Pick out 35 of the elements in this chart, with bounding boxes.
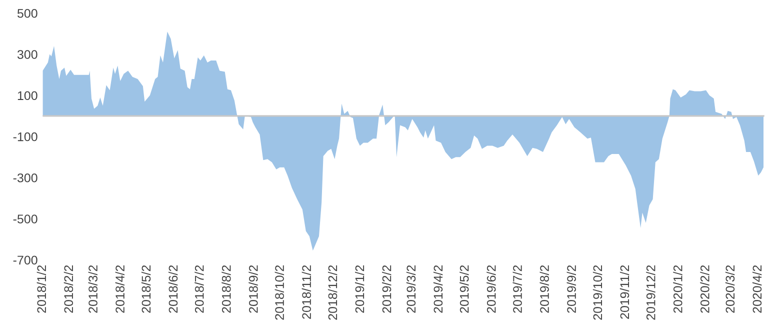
x-tick-label: 2018/9/2 bbox=[248, 265, 258, 313]
x-tick-label: 2019/5/2 bbox=[460, 265, 469, 313]
y-tick-label: 500 bbox=[17, 8, 38, 18]
x-tick-label: 2020/3/2 bbox=[725, 265, 735, 313]
x-tick-label: 2018/2/2 bbox=[64, 265, 74, 313]
x-tick-label: 2019/7/2 bbox=[512, 265, 522, 313]
x-tick-label: 2019/8/2 bbox=[540, 265, 549, 313]
x-tick-label: 2019/3/2 bbox=[406, 265, 416, 313]
x-tick-label: 2019/10/2 bbox=[592, 265, 602, 320]
y-tick-label: -100 bbox=[13, 132, 38, 142]
y-tick-label: 100 bbox=[18, 91, 38, 100]
x-tick-label: 2018/8/2 bbox=[222, 265, 231, 313]
x-tick-label: 2020/4/2 bbox=[752, 265, 762, 313]
x-tick-label: 2018/5/2 bbox=[141, 265, 151, 313]
x-tick-label: 2019/2/2 bbox=[382, 265, 392, 313]
x-tick-label: 2019/4/2 bbox=[433, 265, 443, 313]
y-tick-label: -300 bbox=[13, 173, 38, 182]
x-tick-label: 2020/1/2 bbox=[673, 265, 682, 313]
x-tick-label: 2019/9/2 bbox=[566, 265, 576, 313]
x-tick-label: 2018/3/2 bbox=[88, 265, 98, 313]
x-tick-label: 2018/4/2 bbox=[115, 265, 124, 313]
y-tick-label: -500 bbox=[13, 214, 38, 224]
x-tick-label: 2019/6/2 bbox=[486, 265, 496, 313]
x-tick-label: 2018/6/2 bbox=[168, 265, 178, 313]
x-tick-label: 2019/11/2 bbox=[620, 265, 630, 319]
y-tick-label: 300 bbox=[17, 50, 38, 59]
x-tick-label: 2018/7/2 bbox=[194, 265, 204, 313]
x-tick-label: 2019/12/2 bbox=[646, 265, 656, 320]
x-tick-label: 2018/10/2 bbox=[274, 265, 284, 320]
y-tick-label: -700 bbox=[13, 256, 38, 265]
x-tick-label: 2018/1/2 bbox=[36, 265, 46, 313]
x-tick-label: 2018/12/2 bbox=[328, 265, 338, 320]
x-tick-label: 2020/2/2 bbox=[700, 265, 710, 313]
x-tick-label: 2019/1/2 bbox=[354, 265, 364, 313]
x-tick-label: 2018/11/2 bbox=[302, 265, 311, 319]
